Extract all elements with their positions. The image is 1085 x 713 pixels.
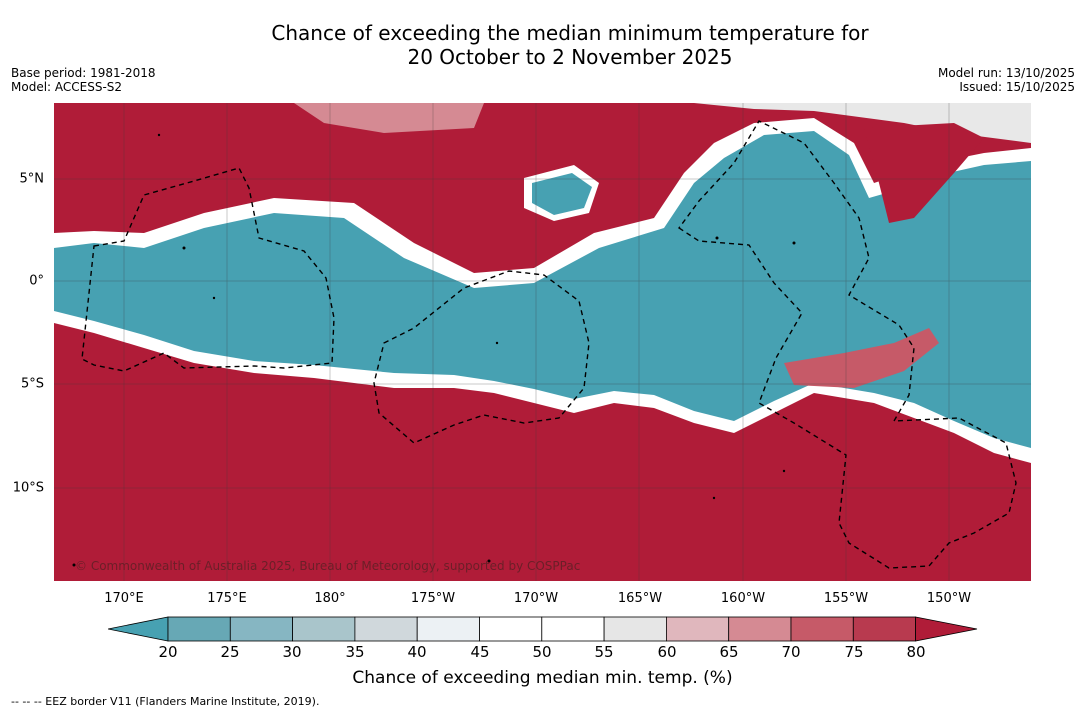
title-line-2: 20 October to 2 November 2025 [407, 45, 733, 69]
copyright-notice: © Commonwealth of Australia 2025, Bureau… [75, 559, 581, 573]
map-canvas [54, 103, 1031, 581]
colorbar-bin [790, 616, 854, 642]
colorbar [107, 616, 978, 642]
model-info: Base period: 1981-2018 Model: ACCESS-S2 [11, 66, 156, 94]
warm-patch-northeast [864, 123, 984, 223]
colorbar-bin [354, 616, 418, 642]
colorbar-label: Chance of exceeding median min. temp. (%… [352, 668, 733, 688]
colorbar-tick: 70 [781, 643, 801, 661]
colorbar-svg [107, 616, 978, 642]
map-title: Chance of exceeding the median minimum t… [0, 21, 1085, 69]
colorbar-tick: 80 [906, 643, 926, 661]
model-run-date: Model run: 13/10/2025 [937, 66, 1075, 80]
x-tick-label: 170°E [104, 591, 144, 606]
warm-patch-east [784, 328, 939, 388]
colorbar-tick: 60 [657, 643, 677, 661]
x-tick-label: 170°W [513, 591, 559, 606]
colorbar-tick: 25 [220, 643, 240, 661]
colorbar-bin [541, 616, 605, 642]
x-tick-label: 175°W [410, 591, 456, 606]
island-marker [212, 296, 216, 300]
map-gridlines [54, 103, 1031, 581]
title-line-1: Chance of exceeding the median minimum t… [271, 21, 869, 45]
island-markers [72, 133, 796, 567]
island-marker [182, 246, 186, 250]
colorbar-tick: 35 [345, 643, 365, 661]
eez-border-central [373, 270, 590, 444]
model-name: Model: ACCESS-S2 [11, 80, 123, 94]
probability-map [54, 103, 1031, 581]
eez-borders [81, 120, 1017, 569]
x-tick-label: 175°E [207, 591, 247, 606]
colorbar-bin [167, 616, 231, 642]
x-tick-label: 160°W [720, 591, 766, 606]
y-tick-label: 0° [29, 273, 44, 289]
y-tick-label: 10°S [12, 480, 44, 496]
eez-border-east [677, 120, 1017, 569]
cool-patch-central [532, 173, 592, 215]
island-marker [715, 236, 719, 240]
colorbar-bin [666, 616, 730, 642]
colorbar-bin [479, 616, 543, 642]
colorbar-tick: 45 [470, 643, 490, 661]
colorbar-bin [416, 616, 480, 642]
colorbar-bin [229, 616, 294, 642]
run-info: Model run: 13/10/2025 Issued: 15/10/2025 [938, 66, 1075, 94]
neutral-region-north [694, 103, 1031, 143]
island-marker [157, 133, 161, 137]
x-tick-label: 165°W [617, 591, 663, 606]
warm-pale-region-north [294, 103, 484, 133]
base-period: Base period: 1981-2018 [11, 66, 156, 80]
island-marker [487, 559, 491, 563]
y-tick-label: 5°S [20, 376, 44, 392]
x-tick-label: 180° [314, 591, 346, 606]
colorbar-tick: 75 [844, 643, 864, 661]
eez-legend: -- -- -- EEZ border V11 (Flanders Marine… [11, 695, 320, 708]
x-tick-label: 155°W [823, 591, 869, 606]
colorbar-tick: 55 [594, 643, 614, 661]
y-tick-label: 5°N [19, 171, 45, 187]
issued-date: Issued: 15/10/2025 [959, 80, 1075, 94]
colorbar-tick: 65 [719, 643, 739, 661]
colorbar-bin [292, 616, 356, 642]
colorbar-bin [728, 616, 792, 642]
island-marker [712, 496, 716, 500]
x-tick-label: 150°W [926, 591, 972, 606]
colorbar-max-extension [915, 616, 978, 642]
island-marker [782, 469, 786, 473]
colorbar-tick: 20 [158, 643, 178, 661]
island-marker [792, 241, 796, 245]
island-marker [72, 563, 76, 567]
colorbar-tick: 40 [407, 643, 427, 661]
colorbar-bin [852, 616, 916, 642]
colorbar-tick: 30 [282, 643, 302, 661]
colorbar-tick: 50 [532, 643, 552, 661]
colorbar-min-extension [107, 616, 169, 642]
colorbar-bin [603, 616, 667, 642]
island-marker [495, 341, 499, 345]
